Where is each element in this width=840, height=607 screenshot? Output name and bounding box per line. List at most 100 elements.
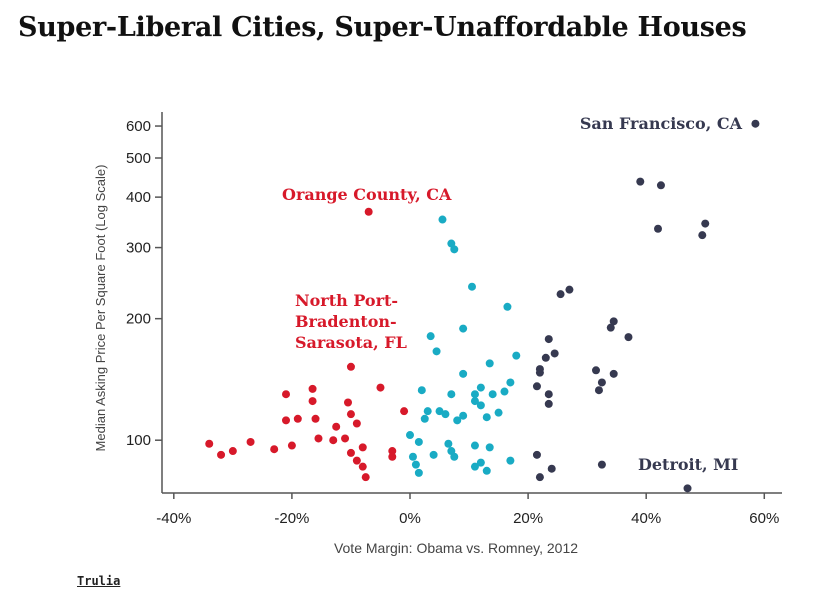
data-point	[444, 439, 453, 448]
data-point	[592, 366, 600, 375]
data-point	[308, 397, 317, 406]
data-point	[698, 231, 707, 240]
data-point	[482, 413, 491, 422]
x-tick-label: 20%	[513, 510, 543, 527]
data-point	[388, 447, 397, 456]
data-point	[341, 434, 350, 443]
data-point	[406, 431, 414, 440]
data-point	[459, 369, 468, 378]
data-point	[544, 399, 553, 408]
data-point	[470, 462, 479, 471]
x-axis-label: Vote Margin: Obama vs. Romney, 2012	[334, 540, 578, 556]
data-point	[329, 436, 338, 445]
data-point	[246, 437, 255, 446]
y-tick-label: 100	[126, 432, 151, 449]
data-point	[344, 398, 352, 407]
data-point	[346, 362, 355, 371]
data-point	[751, 119, 760, 128]
data-point	[453, 416, 462, 425]
data-point	[656, 181, 665, 190]
data-point	[441, 410, 450, 419]
data-point	[408, 452, 417, 461]
data-point	[500, 387, 509, 396]
data-point	[459, 411, 468, 420]
data-point	[609, 369, 618, 378]
annotation-detroit: Detroit, MI	[638, 455, 738, 474]
annotation-north-port: North Port- Bradenton- Sarasota, FL	[295, 291, 407, 352]
page-title: Super-Liberal Cities, Super-Unaffordable…	[18, 12, 747, 43]
y-axis-label: Median Asking Price Per Square Foot (Log…	[93, 165, 108, 452]
data-point	[494, 408, 503, 417]
y-tick-label: 500	[126, 150, 151, 167]
data-point	[701, 219, 710, 228]
data-point	[565, 285, 574, 294]
data-point	[400, 407, 409, 416]
y-tick-label: 600	[126, 118, 151, 135]
data-point	[420, 414, 429, 423]
data-point	[414, 468, 423, 477]
data-point	[450, 452, 459, 461]
data-point	[485, 443, 494, 452]
data-point	[352, 456, 361, 465]
data-point	[506, 378, 515, 387]
data-point	[482, 466, 491, 475]
data-point	[544, 335, 553, 344]
data-point	[282, 416, 290, 425]
data-point	[512, 351, 521, 360]
data-point	[358, 443, 367, 452]
data-point	[358, 462, 367, 471]
data-point	[293, 414, 302, 423]
data-point	[476, 401, 485, 410]
data-point	[597, 460, 606, 469]
data-point	[488, 390, 497, 399]
data-point	[417, 386, 426, 395]
annotation-san-francisco: San Francisco, CA	[580, 114, 743, 133]
data-point	[597, 378, 606, 387]
annotation-line: Bradenton-	[295, 312, 397, 331]
data-point	[346, 448, 355, 457]
data-point	[532, 450, 541, 459]
y-tick-label: 200	[126, 311, 151, 328]
axes: 100 200 300 400 500 600 -40% -20% 0% 20% 40% 60%	[126, 112, 782, 527]
data-point	[636, 177, 645, 186]
data-point	[535, 368, 544, 377]
data-points	[205, 119, 760, 493]
data-point	[346, 410, 355, 419]
annotation-line: North Port-	[295, 291, 398, 310]
data-point	[535, 473, 544, 482]
data-point	[432, 347, 441, 356]
data-point	[423, 407, 432, 416]
annotations: San Francisco, CA Orange County, CA North …	[282, 114, 743, 474]
source-link[interactable]: Trulia	[77, 574, 121, 588]
y-tick-label: 400	[126, 189, 151, 206]
data-point	[468, 282, 476, 291]
data-point	[228, 447, 237, 456]
data-point	[450, 245, 459, 254]
data-point	[426, 332, 435, 341]
y-tick-label: 300	[126, 240, 151, 257]
data-point	[485, 359, 494, 368]
data-point	[470, 397, 479, 406]
data-point	[361, 473, 370, 482]
data-point	[544, 390, 553, 399]
data-point	[470, 390, 479, 399]
data-point	[414, 437, 423, 446]
x-tick-label: -20%	[274, 510, 309, 527]
data-point	[311, 414, 320, 423]
data-point	[411, 460, 420, 469]
data-point	[429, 450, 438, 459]
data-point	[609, 317, 618, 326]
data-point	[683, 484, 692, 493]
data-point	[476, 383, 485, 392]
data-point	[447, 390, 456, 399]
data-point	[556, 290, 565, 299]
data-point	[506, 456, 515, 465]
data-point	[332, 422, 341, 431]
data-point	[352, 419, 361, 428]
data-point	[594, 386, 603, 395]
data-point	[606, 323, 615, 332]
data-point	[314, 434, 323, 443]
data-point	[388, 452, 397, 461]
data-point	[270, 445, 279, 454]
